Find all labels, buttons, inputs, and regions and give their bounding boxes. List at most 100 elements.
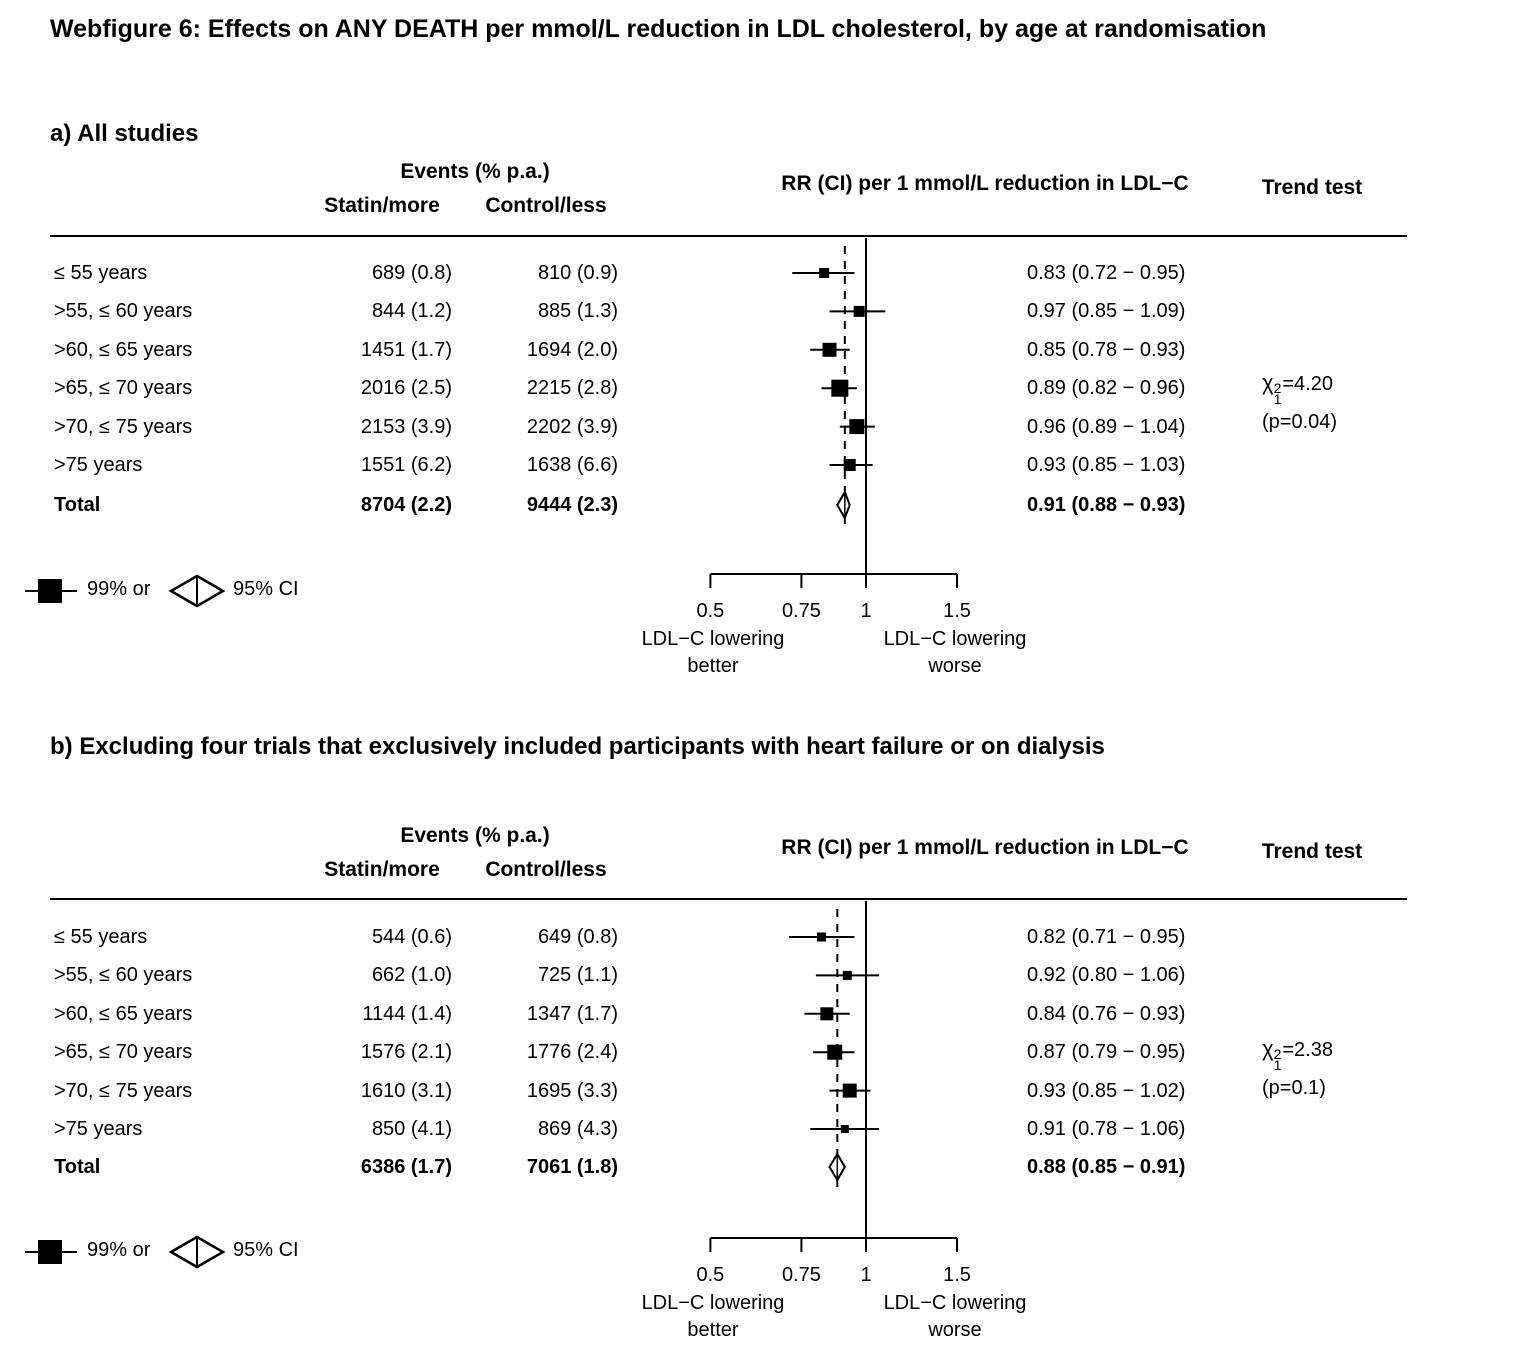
- point-estimate-square: [842, 970, 852, 980]
- point-estimate-square: [820, 1007, 834, 1021]
- axis-caption-right: LDL−C lowering worse: [883, 628, 1027, 677]
- x-axis-tick-label: 0.75: [782, 1264, 821, 1286]
- events-control-cell: 1776 (2.4): [526, 1041, 618, 1064]
- rr-ci-cell: 0.88 (0.85 − 0.91): [1027, 1156, 1186, 1178]
- x-axis-tick-label: 1: [860, 600, 871, 622]
- rr-ci-cell: 0.91 (0.78 − 1.06): [1027, 1118, 1186, 1140]
- panel-b-heading: b) Excluding four trials that exclusivel…: [50, 733, 1105, 760]
- events-statin-cell: 1144 (1.4): [362, 1002, 452, 1025]
- x-axis-tick-label: 0.5: [696, 600, 724, 622]
- events-statin-cell: 2016 (2.5): [360, 377, 452, 400]
- x-axis-tick-label: 0.75: [782, 600, 821, 622]
- col-header-control: Control/less: [485, 194, 607, 217]
- events-statin-cell: 844 (1.2): [371, 300, 452, 323]
- point-estimate-square: [831, 379, 849, 397]
- trend-chi-line: χ 2 1 =4.20: [1262, 370, 1333, 407]
- point-estimate-square: [840, 1125, 849, 1133]
- row-label: >65, ≤ 70 years: [54, 377, 193, 400]
- point-estimate-square: [827, 1044, 843, 1060]
- events-control-cell: 2215 (2.8): [526, 377, 618, 400]
- panel-a-heading: a) All studies: [50, 120, 199, 147]
- rr-ci-cell: 0.93 (0.85 − 1.03): [1027, 454, 1186, 476]
- legend-95ci-label: 95% CI: [233, 1239, 299, 1261]
- events-control-cell: 725 (1.1): [537, 964, 618, 987]
- point-estimate-square: [816, 932, 826, 942]
- point-estimate-square: [853, 305, 865, 317]
- col-header-trend-test: Trend test: [1261, 840, 1363, 863]
- rr-ci-cell: 0.96 (0.89 − 1.04): [1027, 415, 1186, 438]
- point-estimate-square: [822, 342, 837, 357]
- total-row-label: Total: [54, 494, 101, 516]
- x-axis-tick-label: 0.5: [696, 1264, 724, 1286]
- point-estimate-square: [819, 268, 830, 278]
- rr-ci-cell: 0.91 (0.88 − 0.93): [1027, 494, 1186, 516]
- trend-test-result: χ 2 1 =4.20 (p=0.04): [1262, 366, 1337, 439]
- point-estimate-square: [842, 1083, 857, 1098]
- trend-p-value: (p=0.04): [1262, 411, 1338, 433]
- events-statin-cell: 1551 (6.2): [360, 454, 452, 476]
- figure-title: Webfigure 6: Effects on ANY DEATH per mm…: [50, 15, 1267, 43]
- events-control-cell: 649 (0.8): [537, 926, 618, 948]
- events-statin-cell: 1576 (2.1): [360, 1041, 452, 1064]
- events-control-cell: 885 (1.3): [537, 300, 618, 323]
- events-control-cell: 1695 (3.3): [526, 1079, 618, 1102]
- events-control-cell: 1694 (2.0): [526, 338, 618, 361]
- events-statin-cell: 6386 (1.7): [360, 1156, 452, 1178]
- row-label: >70, ≤ 75 years: [54, 415, 193, 438]
- col-header-trend-test: Trend test: [1261, 176, 1363, 199]
- events-control-cell: 2202 (3.9): [526, 415, 618, 438]
- col-header-events: Events (% p.a.): [400, 160, 550, 183]
- col-header-events: Events (% p.a.): [400, 824, 550, 847]
- rr-ci-cell: 0.83 (0.72 − 0.95): [1027, 262, 1186, 284]
- legend-square-icon: [38, 579, 62, 603]
- rr-ci-cell: 0.85 (0.78 − 0.93): [1027, 338, 1186, 361]
- legend-square-icon: [38, 1240, 62, 1264]
- rr-ci-cell: 0.93 (0.85 − 1.02): [1027, 1079, 1186, 1102]
- legend-99ci-label: 99% or: [87, 1239, 151, 1261]
- events-statin-cell: 8704 (2.2): [360, 494, 452, 516]
- events-control-cell: 1638 (6.6): [526, 454, 618, 476]
- col-header-control: Control/less: [485, 858, 607, 881]
- row-label: ≤ 55 years: [54, 926, 148, 948]
- point-estimate-square: [843, 459, 856, 471]
- trend-chi-line: χ 2 1 =2.38: [1262, 1036, 1333, 1073]
- rr-ci-cell: 0.97 (0.85 − 1.09): [1027, 300, 1186, 323]
- col-header-statin: Statin/more: [324, 194, 440, 217]
- row-label: ≤ 55 years: [54, 262, 148, 284]
- events-statin-cell: 2153 (3.9): [360, 415, 452, 438]
- trend-test-result: χ 2 1 =2.38 (p=0.1): [1262, 1032, 1333, 1105]
- row-label: >55, ≤ 60 years: [54, 964, 193, 987]
- row-label: >60, ≤ 65 years: [54, 338, 193, 361]
- point-estimate-square: [849, 419, 865, 435]
- events-control-cell: 1347 (1.7): [526, 1002, 618, 1025]
- trend-p-value: (p=0.1): [1262, 1077, 1326, 1099]
- rr-ci-cell: 0.87 (0.79 − 0.95): [1027, 1041, 1186, 1064]
- row-label: >60, ≤ 65 years: [54, 1002, 193, 1025]
- col-header-rr: RR (CI) per 1 mmol/L reduction in LDL−C: [781, 836, 1189, 859]
- col-header-rr: RR (CI) per 1 mmol/L reduction in LDL−C: [781, 172, 1189, 195]
- events-control-cell: 810 (0.9): [537, 262, 618, 284]
- events-statin-cell: 1610 (3.1): [360, 1079, 452, 1102]
- row-label: >70, ≤ 75 years: [54, 1079, 193, 1102]
- rr-ci-cell: 0.82 (0.71 − 0.95): [1027, 926, 1186, 948]
- summary-diamond: [836, 489, 851, 521]
- events-statin-cell: 662 (1.0): [371, 964, 452, 987]
- events-control-cell: 7061 (1.8): [526, 1156, 618, 1178]
- rr-ci-cell: 0.89 (0.82 − 0.96): [1027, 377, 1186, 400]
- rr-ci-cell: 0.92 (0.80 − 1.06): [1027, 964, 1186, 987]
- axis-caption-left: LDL−C lowering better: [641, 628, 785, 677]
- events-statin-cell: 544 (0.6): [371, 926, 452, 948]
- axis-caption-right: LDL−C lowering worse: [883, 1292, 1027, 1341]
- row-label: >65, ≤ 70 years: [54, 1041, 193, 1064]
- events-control-cell: 869 (4.3): [537, 1118, 618, 1140]
- events-statin-cell: 1451 (1.7): [360, 338, 452, 361]
- events-statin-cell: 689 (0.8): [371, 262, 452, 284]
- axis-caption-left: LDL−C lowering better: [641, 1292, 785, 1341]
- events-control-cell: 9444 (2.3): [526, 494, 618, 516]
- col-header-statin: Statin/more: [324, 858, 440, 881]
- events-statin-cell: 850 (4.1): [371, 1118, 452, 1140]
- legend-99ci-label: 99% or: [87, 578, 151, 600]
- x-axis-tick-label: 1.5: [943, 1264, 971, 1286]
